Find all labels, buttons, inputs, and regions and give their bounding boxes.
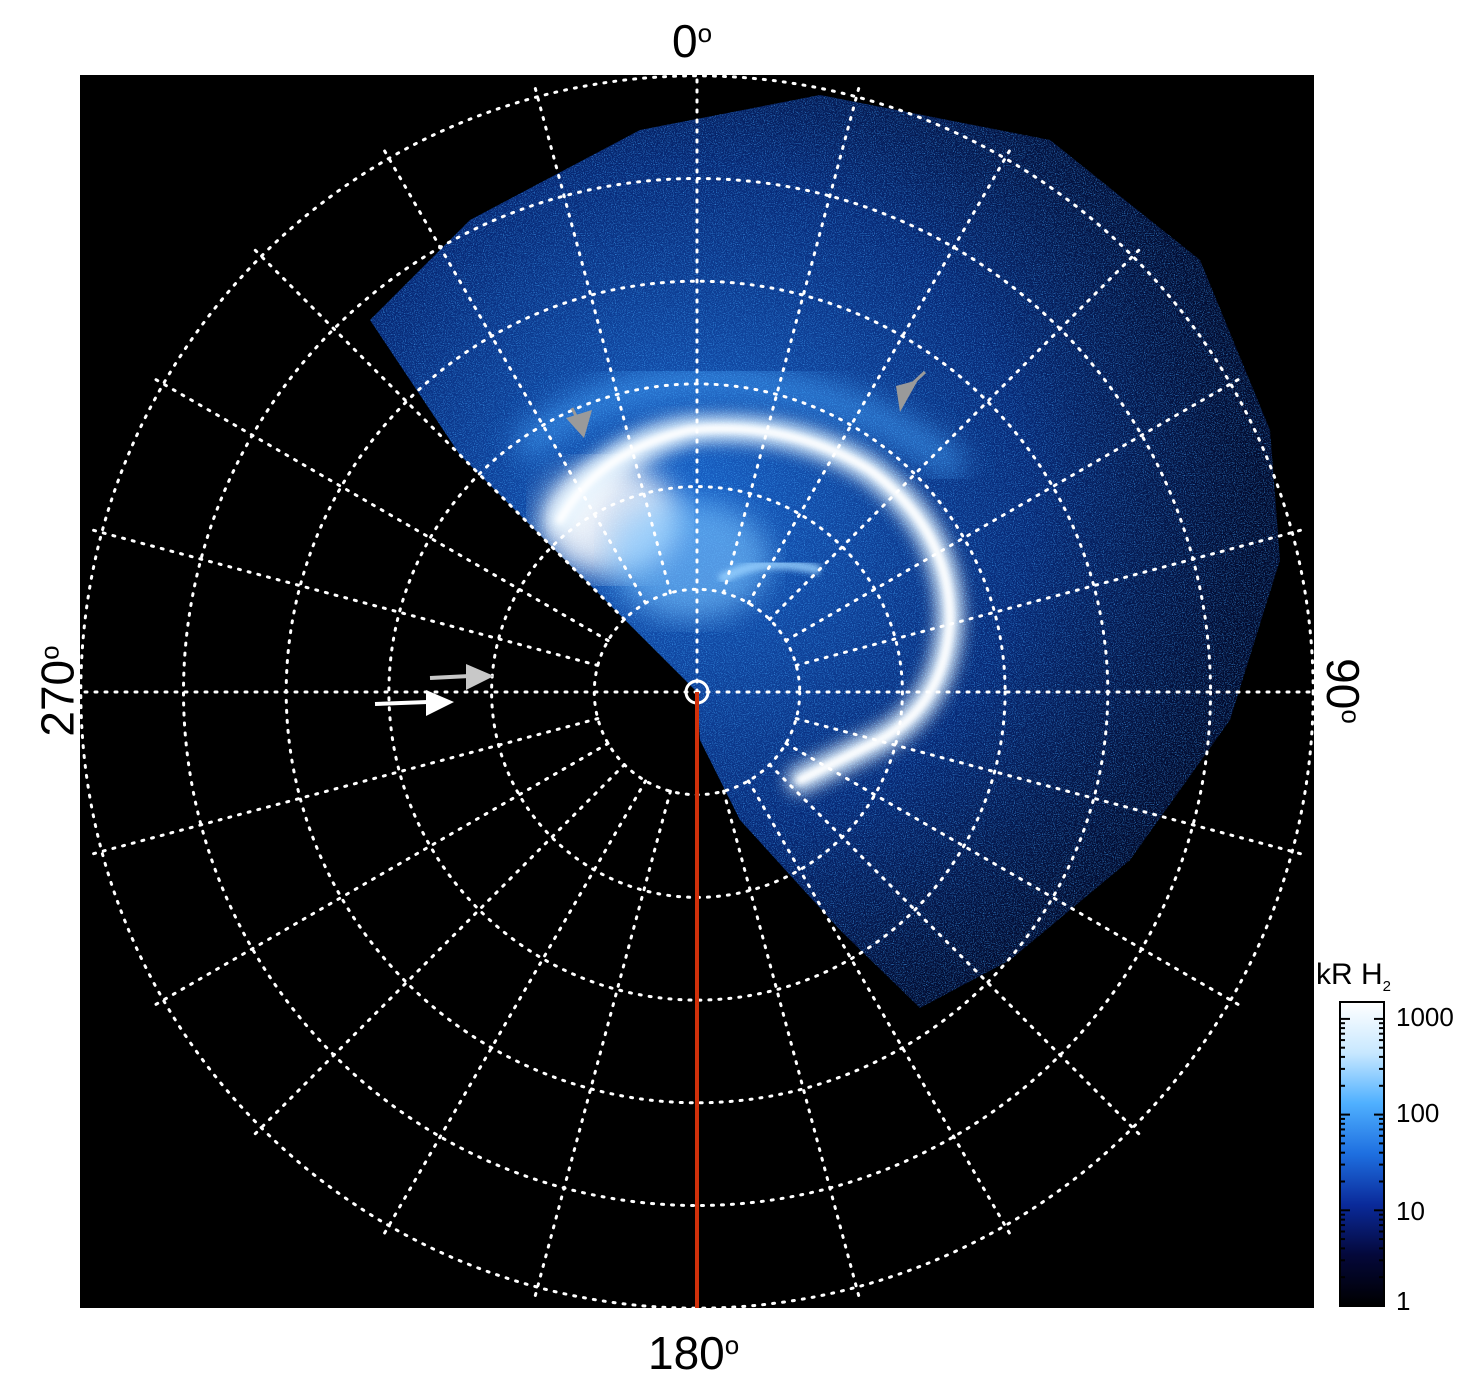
axis-label-270-degrees: 270o xyxy=(31,645,84,737)
grid-meridian xyxy=(252,247,626,621)
grid-meridian xyxy=(768,247,1142,621)
arrow-grey-left xyxy=(566,407,592,438)
grid-circle xyxy=(80,75,1314,1308)
grid-meridian xyxy=(794,717,1304,856)
arrow-grey-right xyxy=(896,370,927,412)
axis-label-0-degrees: 0o xyxy=(672,15,713,67)
grid-meridian xyxy=(533,789,672,1299)
auroral-emission-region xyxy=(370,95,1280,1008)
axis-label-180-degrees: 180o xyxy=(648,1327,740,1379)
polar-grid xyxy=(80,75,1314,1308)
colorbar-tick-label: 100 xyxy=(1396,1098,1440,1128)
grid-meridian xyxy=(784,377,1241,643)
grid-meridian xyxy=(746,148,1012,605)
grid-meridian xyxy=(768,763,1142,1137)
colorbar-tick-label: 1000 xyxy=(1396,1002,1454,1032)
grid-meridian xyxy=(533,85,672,595)
grid-meridian xyxy=(746,779,1012,1236)
grid-meridian xyxy=(252,763,626,1137)
grid-meridian xyxy=(153,741,610,1007)
colorbar-tick-label: 10 xyxy=(1396,1196,1425,1226)
grid-meridian xyxy=(784,741,1241,1007)
grid-meridian xyxy=(153,377,610,643)
colorbar-bar xyxy=(1339,1001,1385,1307)
grid-meridian xyxy=(794,528,1304,667)
arrow-white xyxy=(374,690,454,716)
colorbar-tick-label: 1 xyxy=(1396,1286,1411,1316)
grid-meridian xyxy=(90,717,600,856)
grid-meridian xyxy=(722,85,861,595)
grid-meridian xyxy=(722,789,861,1299)
grid-meridian xyxy=(382,779,648,1236)
grid-meridian xyxy=(90,528,600,667)
colorbar-ticks xyxy=(1340,1017,1384,1307)
grid-meridian xyxy=(382,148,648,605)
colorbar-title: kR H2 xyxy=(1316,958,1392,995)
arrow-light-grey xyxy=(429,664,494,690)
grid-circle xyxy=(387,382,1007,1002)
axis-label-90-degrees: 90o xyxy=(1316,658,1369,724)
